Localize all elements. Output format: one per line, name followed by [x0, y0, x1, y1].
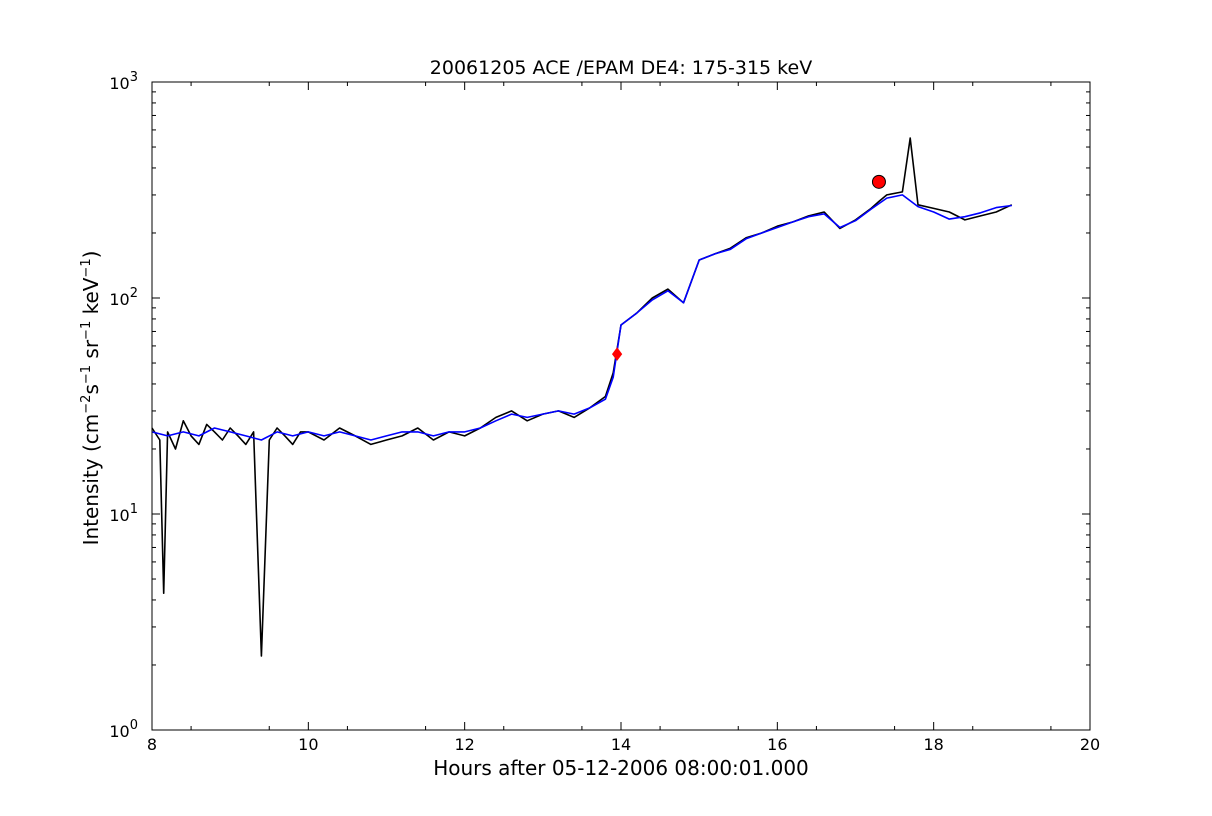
- tick-layer: 8 10 12 14 16 18 20 100 101 102 103: [109, 70, 1100, 754]
- x-tick-label: 16: [767, 735, 787, 754]
- x-tick-label: 10: [298, 735, 318, 754]
- x-tick-label: 14: [611, 735, 631, 754]
- x-tick-label: 20: [1080, 735, 1100, 754]
- series-line-1: [151, 194, 1012, 441]
- x-tick-label: 18: [923, 735, 943, 754]
- series-layer: [151, 137, 1013, 657]
- plot-area: [152, 82, 1090, 730]
- x-axis-label: Hours after 05-12-2006 08:00:01.000: [433, 756, 809, 780]
- y-axis-label: Intensity (cm−2s−1 sr−1 keV−1): [79, 251, 103, 546]
- y-tick-label: 102: [109, 286, 138, 309]
- x-tick-label: 12: [454, 735, 474, 754]
- marker-layer: [611, 174, 886, 361]
- x-tick-label: 8: [147, 735, 157, 754]
- onset-marker: [611, 347, 623, 361]
- y-tick-label: 101: [109, 502, 138, 525]
- y-tick-label: 103: [109, 70, 138, 93]
- chart-title: 20061205 ACE /EPAM DE4: 175-315 keV: [430, 57, 812, 79]
- y-tick-label: 100: [109, 718, 138, 741]
- peak-marker: [871, 174, 886, 189]
